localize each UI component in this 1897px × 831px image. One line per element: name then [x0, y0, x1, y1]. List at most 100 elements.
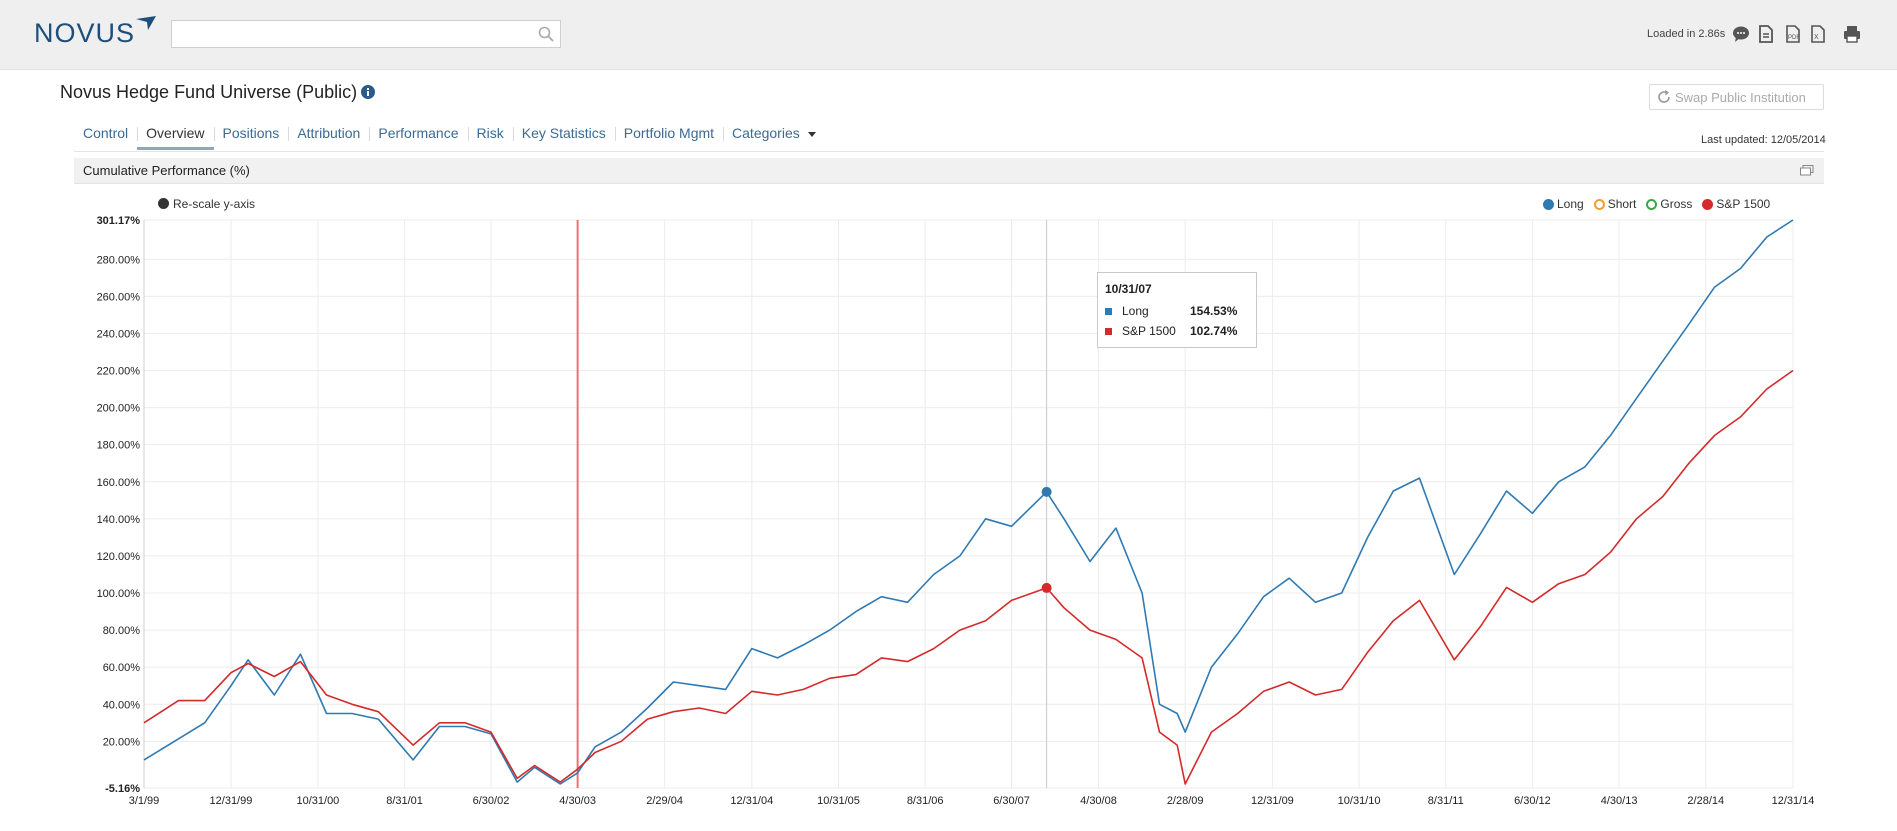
info-icon[interactable]: [361, 85, 375, 99]
top-bar: NOVUS Loaded in 2.86s PDF X: [0, 0, 1897, 70]
legend-dot-icon: [1646, 198, 1658, 210]
panel-header: Cumulative Performance (%): [74, 158, 1824, 184]
y-tick-label: 80.00%: [103, 625, 141, 637]
y-tick-label: -5.16%: [105, 783, 140, 795]
last-updated: Last updated: 12/05/2014: [1701, 134, 1826, 146]
panel-title: Cumulative Performance (%): [83, 163, 250, 178]
y-tick-label: 120.00%: [97, 551, 141, 563]
tooltip-series-name: S&P 1500: [1122, 324, 1176, 338]
series-swatch-icon: [1105, 327, 1112, 335]
x-tick-label: 8/31/11: [1428, 795, 1464, 807]
legend-label: Long: [1557, 197, 1584, 211]
pdf-icon[interactable]: PDF: [1783, 24, 1803, 44]
hover-point-s-p-1500: [1041, 582, 1052, 593]
tooltip-row: Long 154.53%: [1105, 301, 1256, 321]
x-tick-label: 6/30/02: [473, 795, 510, 807]
x-tick-label: 10/31/00: [296, 795, 339, 807]
legend-item-gross[interactable]: Gross: [1646, 197, 1692, 211]
tab-key-statistics[interactable]: Key Statistics: [512, 118, 615, 150]
tab-portfolio-mgmt[interactable]: Portfolio Mgmt: [614, 118, 723, 150]
series-swatch-icon: [1105, 307, 1112, 315]
tab-categories[interactable]: Categories: [723, 118, 825, 150]
y-tick-label: 160.00%: [97, 477, 141, 489]
x-tick-label: 8/31/06: [907, 795, 944, 807]
legend-item-short[interactable]: Short: [1593, 197, 1637, 211]
x-tick-label: 3/1/99: [129, 795, 160, 807]
document-icon[interactable]: [1756, 24, 1776, 44]
page-title: Novus Hedge Fund Universe (Public): [60, 82, 358, 102]
x-tick-label: 2/29/04: [646, 795, 683, 807]
tab-attribution[interactable]: Attribution: [288, 118, 369, 150]
x-tick-label: 4/30/08: [1080, 795, 1117, 807]
tooltip-series-value: 154.53%: [1190, 304, 1238, 318]
tab-bar: Control Overview Positions Attribution P…: [74, 118, 825, 150]
refresh-icon: [1658, 90, 1670, 103]
x-tick-label: 2/28/14: [1687, 795, 1724, 807]
logo-arrow-icon: [136, 16, 156, 30]
tab-risk[interactable]: Risk: [467, 118, 513, 150]
comment-icon[interactable]: [1731, 24, 1751, 44]
y-tick-label: 260.00%: [97, 291, 141, 303]
series-line-long: [143, 219, 1794, 785]
legend-item-long[interactable]: Long: [1543, 197, 1584, 211]
x-tick-label: 10/31/10: [1338, 795, 1381, 807]
x-tick-label: 6/30/07: [993, 795, 1030, 807]
tooltip-series-name: Long: [1122, 304, 1149, 318]
y-tick-label: 240.00%: [97, 328, 141, 340]
legend-dot-icon: [1593, 198, 1605, 210]
tooltip-row: S&P 1500 102.74%: [1105, 321, 1256, 341]
svg-text:X: X: [1814, 34, 1819, 41]
series-line-s-p-1500: [143, 369, 1794, 785]
x-tick-label: 12/31/14: [1772, 795, 1815, 807]
y-tick-label: 301.17%: [97, 215, 141, 227]
y-tick-label: 20.00%: [103, 736, 141, 748]
x-tick-label: 8/31/01: [386, 795, 423, 807]
hover-point-long: [1041, 486, 1052, 497]
x-tick-label: 10/31/05: [817, 795, 860, 807]
swap-institution-button[interactable]: Swap Public Institution: [1649, 84, 1824, 110]
x-tick-label: 4/30/03: [559, 795, 596, 807]
y-tick-label: 40.00%: [103, 699, 141, 711]
tab-positions[interactable]: Positions: [213, 118, 289, 150]
novus-logo[interactable]: NOVUS: [34, 18, 136, 48]
y-tick-label: 140.00%: [97, 514, 141, 526]
legend-label: Gross: [1660, 197, 1693, 211]
excel-icon[interactable]: X: [1808, 24, 1828, 44]
tab-control[interactable]: Control: [83, 125, 129, 141]
x-tick-label: 12/31/99: [210, 795, 253, 807]
y-tick-label: 200.00%: [97, 403, 141, 415]
legend-dot-icon: [1702, 198, 1714, 210]
legend-item-sp1500[interactable]: S&P 1500: [1702, 197, 1770, 211]
y-tick-label: 100.00%: [97, 588, 141, 600]
tooltip-date: 10/31/07: [1105, 282, 1152, 296]
rescale-y-axis-toggle[interactable]: Re-scale y-axis: [158, 197, 255, 211]
x-tick-label: 2/28/09: [1167, 795, 1204, 807]
x-tick-label: 6/30/12: [1514, 795, 1551, 807]
chart-tooltip: 10/31/07 Long 154.53% S&P 1500 102.74%: [1097, 272, 1257, 348]
print-icon[interactable]: [1842, 24, 1862, 44]
legend-label: Short: [1607, 197, 1637, 211]
tab-overview[interactable]: Overview: [137, 118, 214, 150]
swap-label: Swap Public Institution: [1675, 90, 1806, 105]
x-tick-label: 12/31/04: [730, 795, 773, 807]
search-icon[interactable]: [538, 26, 554, 42]
tabs-divider: [74, 151, 1824, 152]
tab-performance[interactable]: Performance: [369, 118, 467, 150]
x-tick-label: 12/31/09: [1251, 795, 1294, 807]
svg-text:PDF: PDF: [1788, 35, 1800, 41]
search-input[interactable]: [171, 20, 561, 48]
loaded-time: Loaded in 2.86s: [1647, 28, 1726, 40]
x-tick-label: 4/30/13: [1601, 795, 1638, 807]
rescale-dot-icon: [158, 198, 169, 209]
restore-window-icon[interactable]: [1800, 165, 1814, 176]
caret-down-icon: [807, 131, 816, 137]
rescale-label: Re-scale y-axis: [173, 197, 256, 211]
y-tick-label: 280.00%: [97, 254, 141, 266]
y-tick-label: 60.00%: [103, 662, 141, 674]
tab-categories-label: Categories: [732, 125, 800, 141]
y-tick-label: 220.00%: [97, 366, 141, 378]
y-tick-label: 180.00%: [97, 440, 141, 452]
tooltip-series-value: 102.74%: [1190, 324, 1238, 338]
legend-dot-icon: [1543, 198, 1554, 210]
